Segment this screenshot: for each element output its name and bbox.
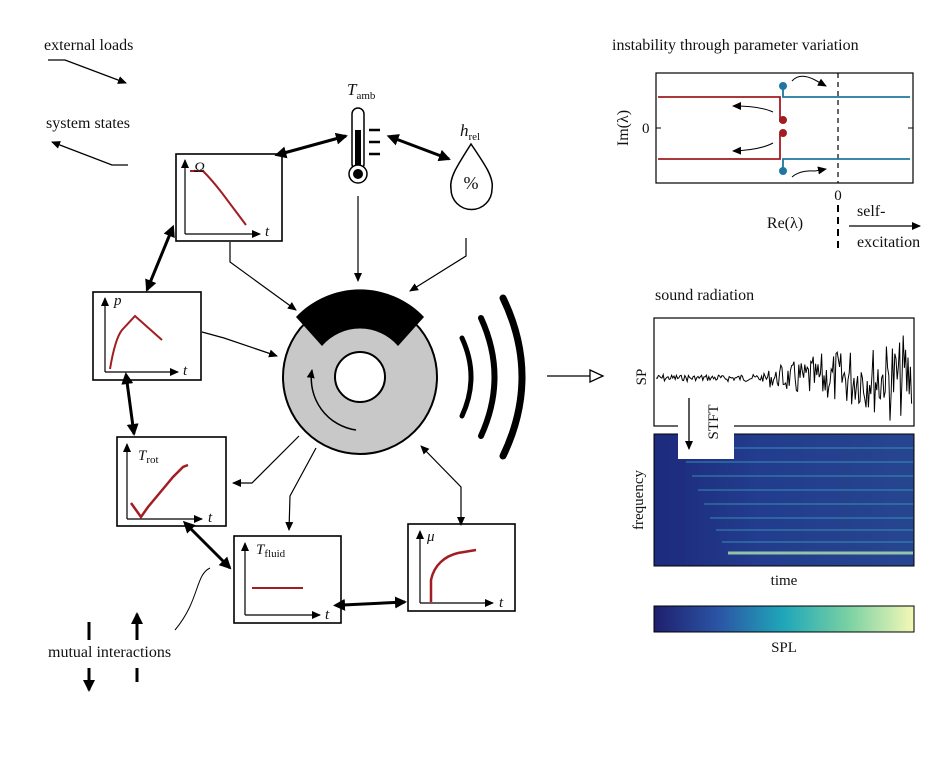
re-lambda-label: Re(λ) [767, 215, 803, 232]
sound-title: sound radiation [655, 287, 754, 304]
brake-disc [282, 289, 438, 455]
mu-t-label: t [499, 595, 504, 611]
t-fluid-plot: Tfluid t [233, 535, 342, 624]
eigenvalue-red-lower [658, 134, 781, 160]
influence-arrows [201, 196, 467, 531]
pressure-plot: p t [92, 291, 202, 381]
mutual-interaction-arrows [83, 567, 211, 692]
self-excitation-1: self- [857, 203, 885, 220]
im-zero-tick: 0 [642, 121, 650, 137]
eigenvalue-red-upper [658, 96, 781, 122]
frequency-label: frequency [631, 470, 647, 530]
thermometer-icon [348, 107, 380, 184]
pressure-curve [109, 314, 163, 370]
t-fluid-label: Tfluid [256, 542, 286, 560]
sound-waves [459, 294, 526, 460]
t-fluid-t-label: t [325, 607, 330, 623]
spl-colorbar [653, 605, 915, 633]
omega-label: Ω [194, 160, 205, 176]
h-rel-label: hrel [460, 121, 480, 143]
brake-pad [296, 289, 424, 346]
rotation-arrow [306, 369, 357, 431]
t-rot-label: Trot [138, 448, 159, 466]
percent-glyph: % [464, 173, 479, 193]
legend-system-states: system states [46, 115, 130, 132]
spl-label: SPL [771, 640, 797, 656]
pressure-t-label: t [183, 363, 188, 379]
t-rot-curve [129, 463, 189, 520]
im-lambda-label: Im(λ) [615, 110, 632, 146]
sp-waveform [655, 335, 913, 421]
mu-curve [429, 548, 477, 602]
t-rot-t-label: t [208, 510, 213, 526]
sp-label: SP [634, 369, 650, 386]
instability-title: instability through parameter variation [612, 37, 859, 54]
omega-plot: Ω t [175, 153, 283, 242]
legend-mutual-interactions: mutual interactions [48, 644, 171, 661]
mu-plot: μ t [407, 523, 516, 612]
t-amb-label: Tamb [347, 80, 376, 102]
omega-curve [190, 170, 247, 226]
humidity-drop-icon: % [449, 142, 494, 211]
pressure-label: p [113, 293, 122, 309]
re-zero-tick: 0 [834, 188, 842, 204]
legend-external-loads: external loads [44, 37, 133, 54]
interaction-arrows [121, 132, 451, 611]
stft-label: STFT [706, 404, 722, 439]
time-label: time [771, 573, 798, 589]
self-excitation-2: excitation [857, 234, 920, 251]
instability-plot [655, 72, 914, 184]
mu-label: μ [426, 529, 435, 545]
system-state-arrow [51, 141, 128, 166]
sound-pressure-signal [653, 317, 915, 427]
external-load-arrow [48, 59, 127, 84]
t-rot-plot: Trot t [116, 436, 227, 527]
omega-t-label: t [265, 224, 270, 240]
